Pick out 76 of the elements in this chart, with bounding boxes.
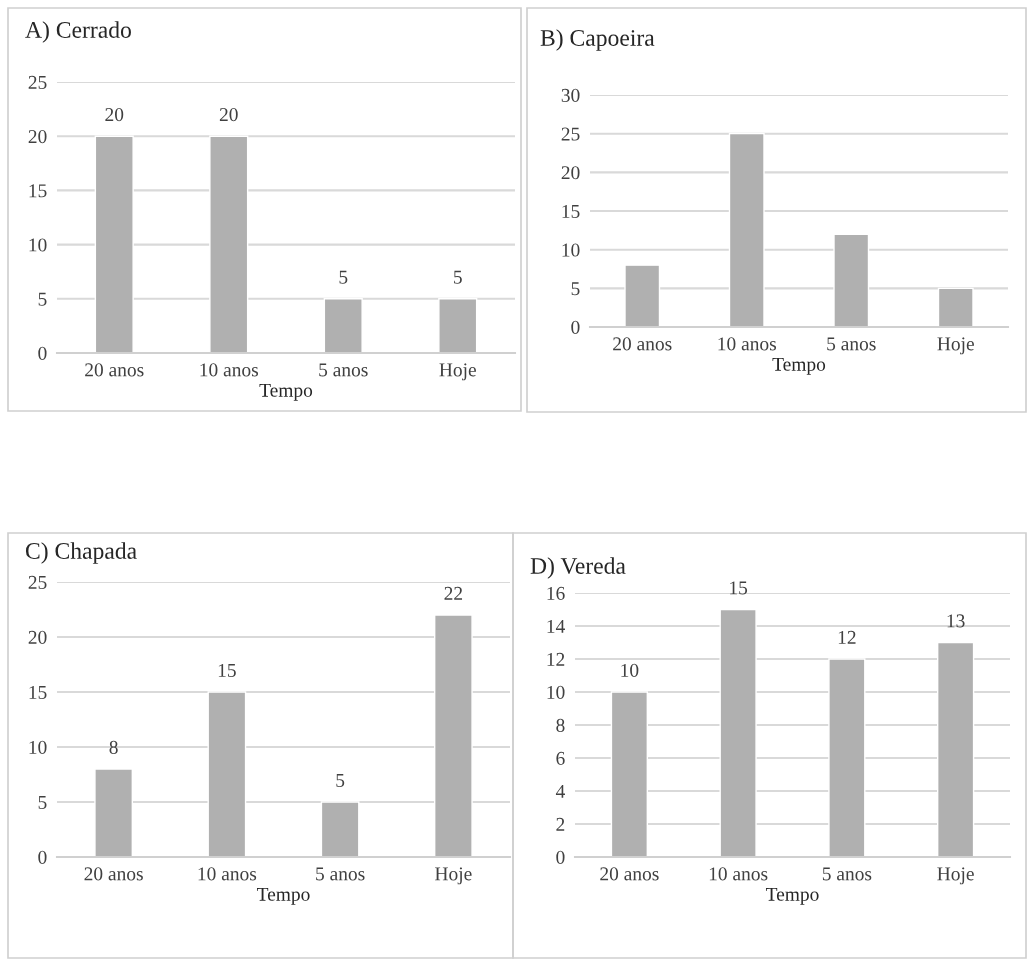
x-tick-label: 20 anos: [85, 363, 144, 377]
x-tick-label: 10 anos: [200, 363, 259, 377]
x-tick-label: 5 anos: [319, 363, 368, 377]
bar: [828, 658, 866, 857]
y-tick-label: 15: [29, 184, 47, 198]
x-axis-title: Tempo: [765, 887, 819, 905]
y-tick-label: 25: [28, 75, 47, 89]
x-tick-label: 10 anos: [718, 337, 777, 351]
y-tick-label: 20: [28, 130, 47, 144]
y-tick-label: 10: [562, 243, 580, 257]
y-tick-label: 2: [556, 817, 565, 831]
y-tick-label: 0: [556, 850, 565, 864]
y-tick-label: 12: [547, 652, 565, 666]
y-tick-label: 30: [561, 88, 580, 102]
y-tick-label: 25: [561, 127, 580, 141]
x-tick-label: 20 anos: [613, 337, 672, 351]
bar: [833, 233, 870, 327]
x-tick-label: Hoje: [439, 363, 476, 381]
data-label: 20: [105, 108, 124, 122]
data-label: 5: [339, 270, 348, 284]
x-tick-label: 10 anos: [709, 867, 768, 881]
y-tick-label: 0: [38, 346, 47, 360]
chart-title: B) Capoeira: [540, 29, 655, 51]
y-tick-label: 15: [29, 685, 47, 699]
y-tick-label: 20: [28, 630, 47, 644]
y-tick-label: 4: [555, 784, 565, 798]
x-tick-label: 5 anos: [827, 337, 876, 351]
chart-title: A) Cerrado: [25, 21, 131, 43]
x-tick-label: 20 anos: [84, 867, 143, 881]
chart-title: D) Vereda: [530, 557, 626, 579]
x-tick-label: 10 anos: [198, 867, 257, 881]
bar: [207, 691, 247, 857]
x-tick-label: Hoje: [435, 867, 472, 885]
x-axis-title: Tempo: [256, 887, 310, 905]
y-tick-label: 5: [38, 796, 47, 809]
chart-title: C) Chapada: [25, 542, 137, 564]
y-tick-label: 6: [556, 751, 565, 765]
y-tick-label: 5: [571, 282, 580, 296]
y-tick-label: 0: [571, 320, 580, 334]
data-label: 13: [947, 614, 965, 628]
bar: [94, 768, 134, 857]
data-label: 22: [444, 586, 463, 600]
bar: [624, 264, 661, 327]
y-tick-label: 10: [29, 740, 47, 754]
bar: [937, 287, 974, 327]
y-tick-label: 16: [547, 586, 565, 600]
y-tick-label: 5: [38, 292, 47, 306]
x-tick-label: 5 anos: [822, 867, 872, 881]
bar: [936, 641, 975, 857]
data-label: 20: [219, 108, 238, 122]
data-label: 15: [730, 581, 748, 595]
x-axis-title: Tempo: [772, 357, 826, 375]
bar: [728, 132, 765, 327]
data-label: 12: [838, 630, 856, 644]
data-label: 5: [336, 774, 345, 787]
y-tick-label: 14: [547, 619, 565, 633]
bar: [719, 608, 757, 857]
x-tick-label: Hoje: [937, 867, 974, 885]
x-tick-label: 5 anos: [316, 867, 365, 881]
data-label: 5: [454, 270, 462, 284]
data-label: 8: [109, 740, 118, 754]
y-tick-label: 8: [556, 718, 565, 732]
data-label: 10: [621, 663, 639, 677]
y-tick-label: 20: [561, 166, 580, 180]
bar: [610, 691, 649, 857]
x-tick-label: 20 anos: [600, 867, 659, 881]
y-tick-label: 0: [38, 850, 47, 864]
data-label: 15: [218, 663, 236, 677]
x-tick-label: Hoje: [937, 337, 974, 355]
bar: [433, 614, 473, 857]
y-tick-label: 15: [562, 204, 580, 218]
bar: [320, 801, 360, 857]
y-tick-label: 10: [29, 238, 47, 252]
y-tick-label: 10: [547, 685, 565, 699]
x-axis-title: Tempo: [259, 383, 313, 401]
y-tick-label: 25: [28, 575, 47, 589]
